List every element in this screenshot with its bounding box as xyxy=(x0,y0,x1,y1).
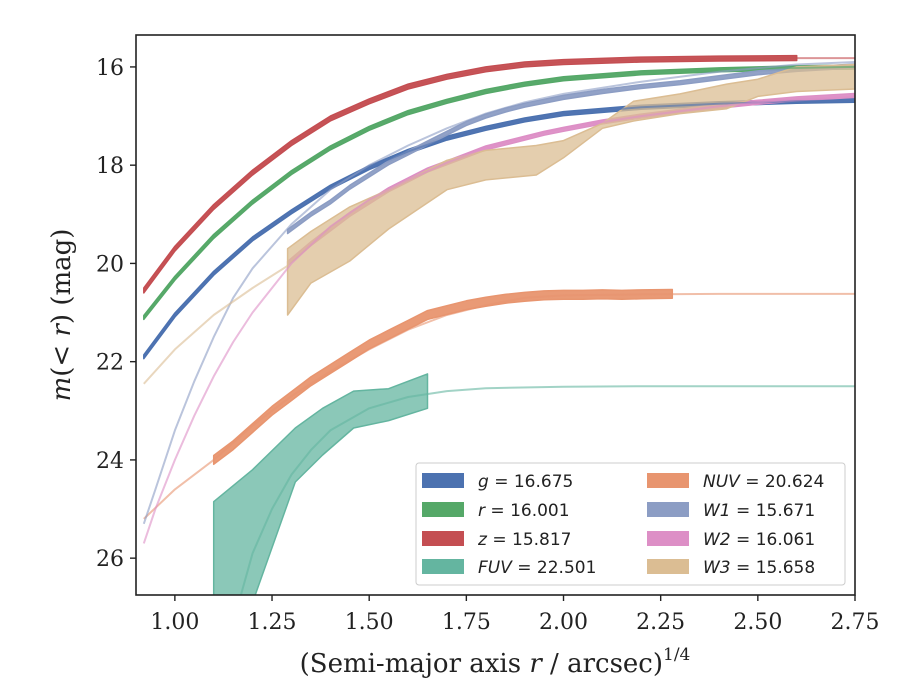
x-tick-label: 2.00 xyxy=(539,610,588,635)
model-lines xyxy=(142,57,855,595)
g-legend-swatch xyxy=(422,473,464,488)
w3-band xyxy=(286,63,855,316)
w2-legend-label: W2 = 16.061 xyxy=(703,530,815,550)
fuv-legend-equals: = xyxy=(512,558,537,578)
y-axis: 16 18 20 22 24 26 xyxy=(96,56,136,572)
g-legend-equals: = xyxy=(489,472,514,492)
z-legend-swatch xyxy=(422,531,464,546)
z-legend-value: 15.817 xyxy=(512,530,571,550)
y-tick-label: 24 xyxy=(96,449,124,474)
w2-model-line xyxy=(142,95,855,544)
g-legend-label: g = 16.675 xyxy=(478,472,573,492)
z-model-line xyxy=(142,57,855,291)
fuv-legend-var: FUV xyxy=(478,558,513,578)
fuv-legend-value: 22.501 xyxy=(537,558,596,578)
w2-legend-value: 16.061 xyxy=(756,530,815,550)
nuv-legend-label: NUV = 20.624 xyxy=(703,472,824,492)
g-model-line xyxy=(142,99,855,358)
y-tick-label: 16 xyxy=(96,56,124,81)
nuv-legend-value: 20.624 xyxy=(765,472,824,492)
nuv-model-line xyxy=(143,292,855,520)
x-axis: 1.00 1.25 1.50 1.75 2.00 2.25 2.50 2.75 xyxy=(150,595,879,635)
nuv-legend-equals: = xyxy=(740,472,765,492)
w2-legend-equals: = xyxy=(731,530,756,550)
r-legend-var: r xyxy=(478,501,486,521)
w1-legend-swatch xyxy=(647,502,689,517)
legend: g = 16.675 r = 16.001 z = 15.817 FUV = 22.5… xyxy=(415,462,846,586)
fuv-model-line xyxy=(239,385,855,595)
r-band xyxy=(143,64,855,321)
w3-legend-var: W3 xyxy=(703,558,731,578)
w1-legend-var: W1 xyxy=(703,501,731,521)
z-legend-label: z = 15.817 xyxy=(477,530,571,550)
y-tick-label: 18 xyxy=(96,154,124,179)
fuv-legend-swatch xyxy=(422,559,464,574)
fuv-legend-label: FUV = 22.501 xyxy=(478,558,596,578)
w1-model-line xyxy=(142,61,855,525)
w2-legend-var: W2 xyxy=(703,530,731,550)
x-tick-label: 2.50 xyxy=(733,610,782,635)
fuv-band xyxy=(212,373,429,595)
y-tick-label: 20 xyxy=(96,252,124,277)
x-tick-label: 2.75 xyxy=(831,610,880,635)
x-tick-label: 1.75 xyxy=(442,610,491,635)
w3-legend-equals: = xyxy=(731,558,756,578)
w1-legend-value: 15.671 xyxy=(756,501,815,521)
x-tick-label: 1.00 xyxy=(150,610,199,635)
g-legend-value: 16.675 xyxy=(514,472,573,492)
nuv-legend-swatch xyxy=(647,473,689,488)
w1-legend-label: W1 = 15.671 xyxy=(703,501,815,521)
w2-legend-swatch xyxy=(647,531,689,546)
r-legend-label: r = 16.001 xyxy=(478,501,570,521)
g-band xyxy=(143,97,855,360)
x-tick-label: 2.25 xyxy=(636,610,685,635)
z-legend-var: z xyxy=(477,530,488,550)
x-tick-label: 1.25 xyxy=(248,610,297,635)
y-axis-title: m(< r) (mag) xyxy=(47,229,77,402)
legend-frame xyxy=(415,462,846,586)
z-band xyxy=(143,54,798,294)
g-legend-var: g xyxy=(478,472,489,492)
w3-model-line xyxy=(143,265,289,385)
r-legend-value: 16.001 xyxy=(510,501,569,521)
w3-legend-label: W3 = 15.658 xyxy=(703,558,815,578)
x-tick-label: 1.50 xyxy=(345,610,394,635)
nuv-legend-var: NUV xyxy=(703,472,741,492)
w3-legend-swatch xyxy=(647,559,689,574)
w1-band xyxy=(286,63,855,235)
w3-legend-value: 15.658 xyxy=(756,558,815,578)
r-legend-swatch xyxy=(422,502,464,517)
x-axis-title: (Semi-major axis r / arcsec)1/4 xyxy=(300,645,691,679)
plot-frame xyxy=(135,34,856,596)
z-legend-equals: = xyxy=(487,530,512,550)
y-tick-label: 26 xyxy=(96,547,124,572)
r-model-line xyxy=(143,65,855,319)
w1-legend-equals: = xyxy=(731,501,756,521)
r-legend-equals: = xyxy=(485,501,510,521)
y-tick-label: 22 xyxy=(96,351,124,376)
